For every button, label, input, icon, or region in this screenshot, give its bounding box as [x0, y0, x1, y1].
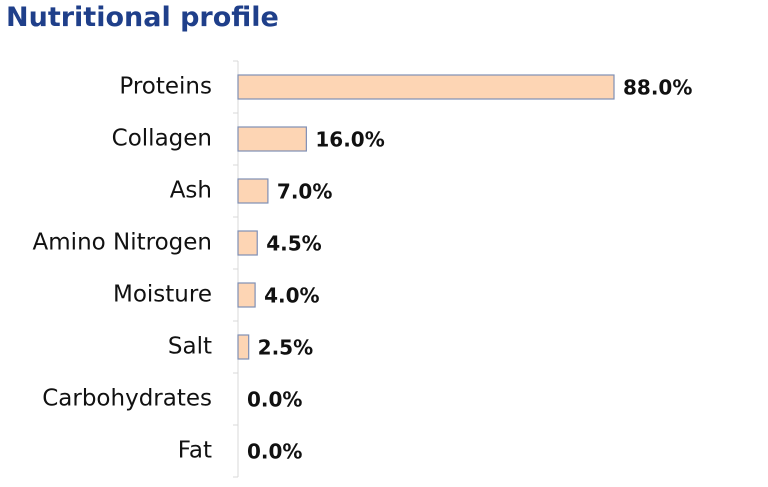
category-label: Carbohydrates — [42, 386, 212, 412]
value-label: 2.5% — [258, 336, 313, 360]
value-label: 88.0% — [623, 76, 692, 100]
value-label: 4.0% — [264, 284, 319, 308]
chart-title: Nutritional profile — [6, 2, 279, 33]
category-label: Fat — [178, 438, 212, 464]
category-label: Moisture — [113, 282, 212, 308]
category-label: Proteins — [119, 74, 212, 100]
category-label: Salt — [168, 334, 212, 360]
bar — [237, 282, 256, 308]
bar — [237, 74, 615, 100]
bar — [237, 334, 250, 360]
bar — [237, 126, 307, 152]
value-label: 7.0% — [277, 180, 332, 204]
bar — [237, 178, 269, 204]
value-label: 0.0% — [247, 440, 302, 464]
category-label: Collagen — [112, 126, 212, 152]
bar — [237, 230, 258, 256]
value-label: 4.5% — [266, 232, 321, 256]
category-label: Amino Nitrogen — [33, 230, 212, 256]
category-label: Ash — [170, 178, 212, 204]
value-label: 0.0% — [247, 388, 302, 412]
value-label: 16.0% — [315, 128, 384, 152]
